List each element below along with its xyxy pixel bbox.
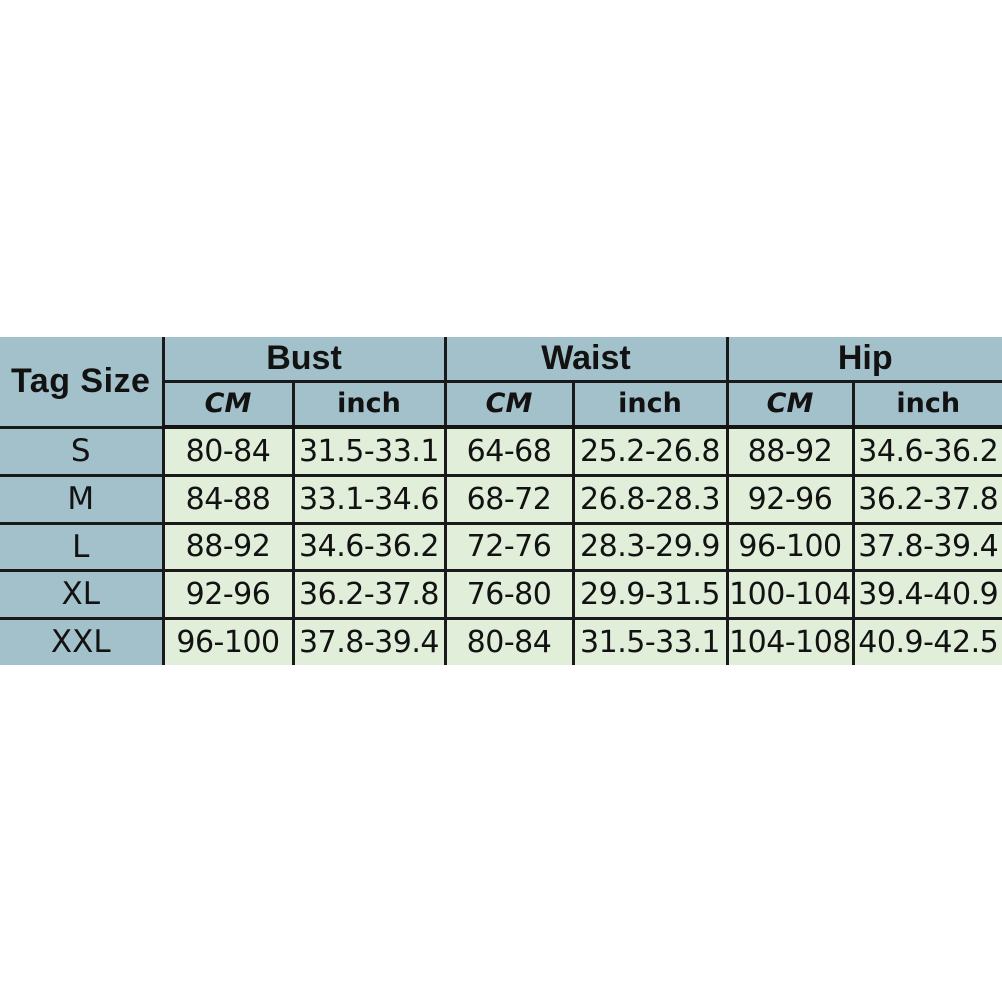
value-cell: 68-72 — [443, 473, 575, 525]
value-cell: 88-92 — [161, 521, 295, 572]
value-cell: 80-84 — [443, 616, 575, 665]
table-row: L 88-92 34.6-36.2 72-76 28.3-29.9 96-100… — [0, 521, 1002, 572]
size-cell: XL — [0, 568, 165, 620]
value-cell: 25.2-26.8 — [571, 425, 729, 477]
value-cell: 37.8-39.4 — [851, 521, 1002, 572]
sub-header-hip-inch: inch — [851, 379, 1002, 429]
sub-header-waist-inch: inch — [571, 379, 729, 429]
size-chart-table: Tag Size Bust Waist Hip CM inch CM inch … — [0, 337, 1002, 665]
value-cell: 96-100 — [161, 616, 295, 665]
group-header-hip: Hip — [725, 337, 1002, 383]
value-cell: 37.8-39.4 — [291, 616, 447, 665]
value-cell: 31.5-33.1 — [571, 616, 729, 665]
value-cell: 72-76 — [443, 521, 575, 572]
table-row: XXL 96-100 37.8-39.4 80-84 31.5-33.1 104… — [0, 616, 1002, 665]
value-cell: 28.3-29.9 — [571, 521, 729, 572]
sub-header-bust-inch: inch — [291, 379, 447, 429]
size-cell: M — [0, 473, 165, 525]
value-cell: 33.1-34.6 — [291, 473, 447, 525]
value-cell: 36.2-37.8 — [291, 568, 447, 620]
size-cell: XXL — [0, 616, 165, 665]
value-cell: 26.8-28.3 — [571, 473, 729, 525]
size-cell: S — [0, 425, 165, 477]
group-header-bust: Bust — [161, 337, 447, 383]
value-cell: 34.6-36.2 — [851, 425, 1002, 477]
corner-header-tag-size: Tag Size — [0, 337, 165, 429]
value-cell: 76-80 — [443, 568, 575, 620]
sub-header-hip-cm: CM — [725, 379, 855, 429]
size-cell: L — [0, 521, 165, 572]
value-cell: 36.2-37.8 — [851, 473, 1002, 525]
table-row: M 84-88 33.1-34.6 68-72 26.8-28.3 92-96 … — [0, 473, 1002, 525]
value-cell: 39.4-40.9 — [851, 568, 1002, 620]
value-cell: 84-88 — [161, 473, 295, 525]
value-cell: 100-104 — [725, 568, 855, 620]
sub-header-bust-cm: CM — [163, 379, 295, 429]
value-cell: 40.9-42.5 — [851, 616, 1002, 665]
group-header-waist: Waist — [443, 337, 729, 383]
value-cell: 31.5-33.1 — [291, 425, 447, 477]
value-cell: 29.9-31.5 — [571, 568, 729, 620]
table-row: S 80-84 31.5-33.1 64-68 25.2-26.8 88-92 … — [0, 425, 1002, 477]
value-cell: 64-68 — [443, 425, 575, 477]
value-cell: 34.6-36.2 — [291, 521, 447, 572]
sub-header-waist-cm: CM — [443, 379, 575, 429]
value-cell: 92-96 — [725, 473, 855, 525]
value-cell: 92-96 — [161, 568, 295, 620]
value-cell: 80-84 — [161, 425, 295, 477]
value-cell: 104-108 — [725, 616, 855, 665]
table-row: XL 92-96 36.2-37.8 76-80 29.9-31.5 100-1… — [0, 568, 1002, 620]
value-cell: 88-92 — [725, 425, 855, 477]
value-cell: 96-100 — [725, 521, 855, 572]
